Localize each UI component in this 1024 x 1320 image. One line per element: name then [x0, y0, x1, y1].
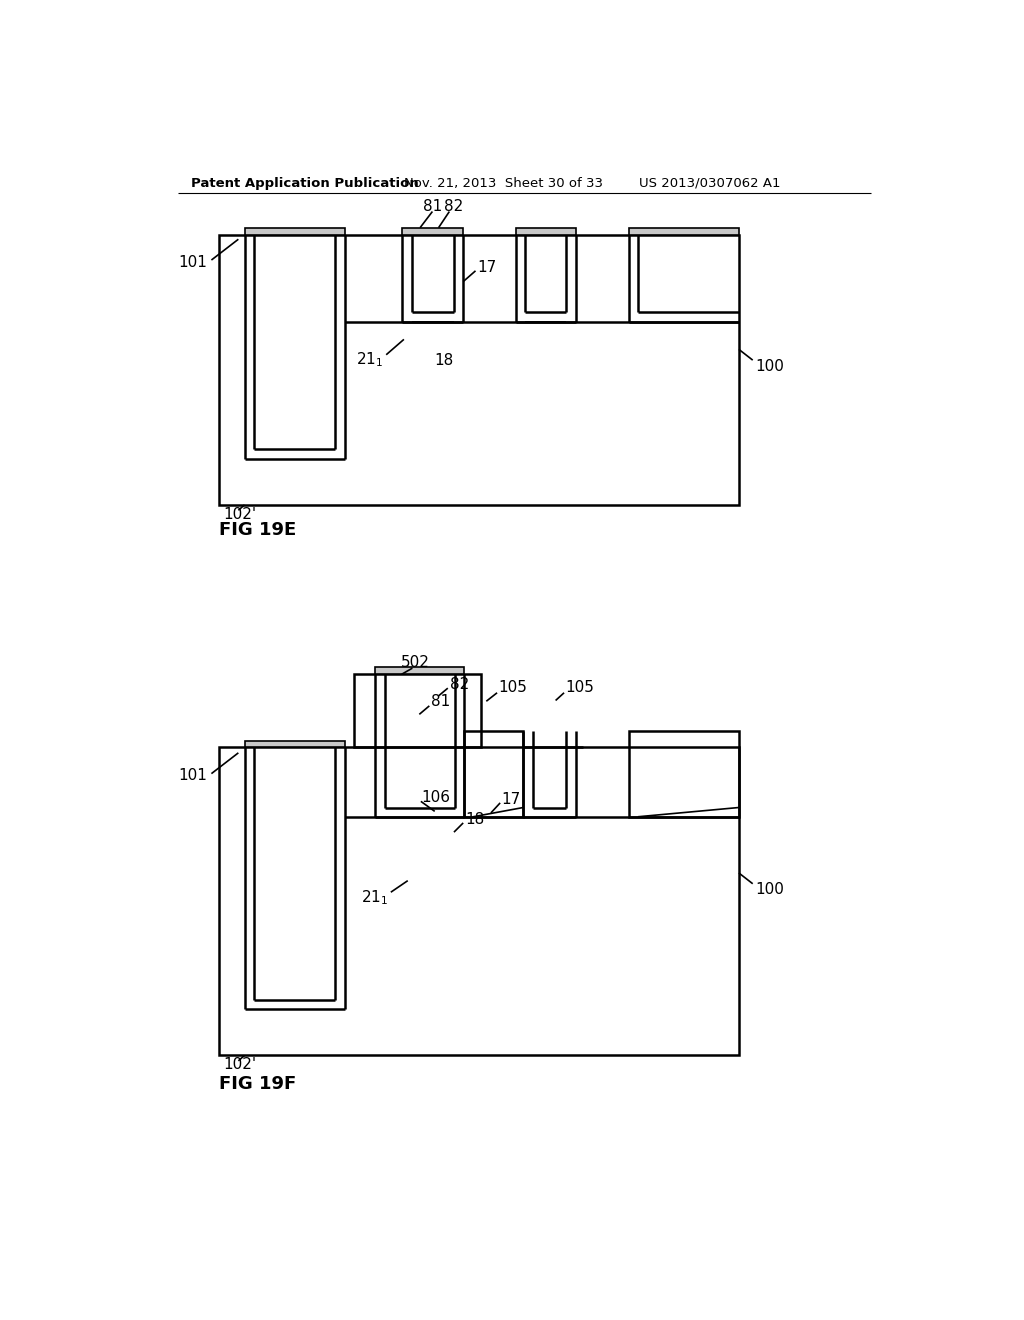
- Text: 81: 81: [431, 694, 451, 709]
- Bar: [354, 675, 481, 747]
- Text: 106: 106: [422, 789, 451, 805]
- Bar: [219, 747, 739, 1056]
- Bar: [402, 228, 463, 235]
- Text: 102': 102': [223, 1057, 256, 1072]
- Text: 105: 105: [565, 680, 595, 694]
- Text: 17: 17: [502, 792, 521, 807]
- Text: 18: 18: [435, 352, 454, 368]
- Bar: [376, 668, 464, 675]
- Text: 17: 17: [477, 260, 497, 276]
- Text: Nov. 21, 2013  Sheet 30 of 33: Nov. 21, 2013 Sheet 30 of 33: [403, 177, 603, 190]
- Text: 101: 101: [178, 768, 208, 784]
- Bar: [629, 228, 739, 235]
- Text: 21$_1$: 21$_1$: [361, 888, 388, 907]
- Text: 100: 100: [756, 882, 784, 898]
- Text: Patent Application Publication: Patent Application Publication: [190, 177, 419, 190]
- Bar: [629, 730, 739, 817]
- Bar: [219, 235, 739, 506]
- Text: 100: 100: [756, 359, 784, 374]
- Text: 102': 102': [223, 507, 256, 521]
- Text: FIG 19E: FIG 19E: [219, 520, 296, 539]
- Text: 82: 82: [444, 198, 464, 214]
- Bar: [464, 730, 523, 817]
- Text: US 2013/0307062 A1: US 2013/0307062 A1: [639, 177, 780, 190]
- Bar: [245, 741, 345, 747]
- Text: 81: 81: [423, 198, 442, 214]
- Text: 502: 502: [401, 655, 430, 671]
- Text: 21$_1$: 21$_1$: [355, 351, 383, 370]
- Bar: [515, 228, 575, 235]
- Text: FIG 19F: FIG 19F: [219, 1074, 296, 1093]
- Bar: [245, 228, 345, 235]
- Text: 105: 105: [499, 680, 527, 694]
- Text: 82: 82: [451, 677, 469, 692]
- Text: 18: 18: [466, 812, 484, 826]
- Text: 101: 101: [178, 255, 208, 269]
